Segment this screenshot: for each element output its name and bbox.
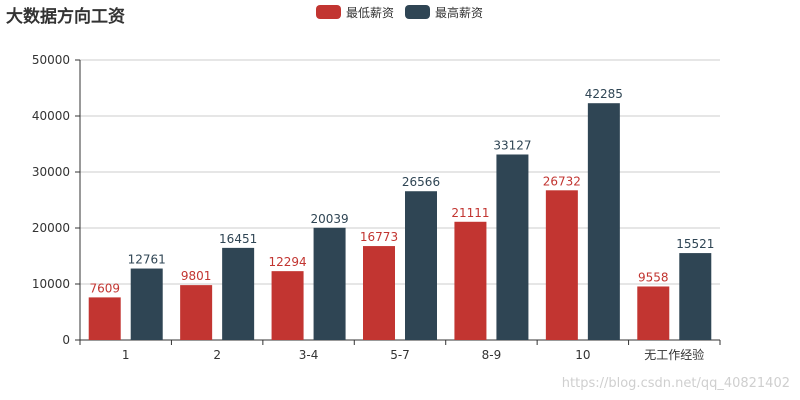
x-tick-label: 1 (122, 348, 130, 362)
data-label: 33127 (493, 138, 531, 152)
x-tick-label: 8-9 (482, 348, 502, 362)
legend[interactable]: 最低薪资 最高薪资 (316, 5, 483, 20)
bar-min-2 (271, 271, 304, 340)
y-tick-label: 10000 (32, 277, 70, 291)
data-label: 20039 (310, 212, 348, 226)
bar-max-4 (496, 154, 529, 340)
watermark: https://blog.csdn.net/qq_40821402 (562, 376, 790, 391)
y-tick-label: 0 (62, 333, 70, 347)
legend-swatch-1[interactable] (405, 5, 430, 19)
y-tick-label: 50000 (32, 53, 70, 67)
x-tick-label: 10 (575, 348, 590, 362)
data-label: 26732 (543, 174, 581, 188)
bars (88, 103, 712, 340)
data-labels: 7609 9801 12294 16773 21111 26732 9558 12761 164… (89, 87, 714, 295)
legend-swatch-0[interactable] (316, 5, 341, 19)
bar-max-0 (130, 268, 163, 340)
data-label: 7609 (89, 281, 120, 295)
bar-max-5 (587, 103, 620, 340)
chart-title: 大数据方向工资 (6, 6, 125, 27)
x-axis: 1 2 3-4 5-7 8-9 10 无工作经验 (79, 339, 721, 362)
bar-min-6 (637, 286, 670, 340)
bar-min-1 (180, 285, 213, 340)
bar-max-6 (679, 253, 712, 340)
data-label: 16451 (219, 232, 257, 246)
x-tick-label: 5-7 (390, 348, 410, 362)
x-tick-label: 3-4 (299, 348, 319, 362)
data-label: 42285 (585, 87, 623, 101)
data-label: 9558 (638, 270, 669, 284)
y-axis: 0 10000 20000 30000 40000 50000 (32, 53, 81, 347)
x-tick-label: 无工作经验 (644, 347, 704, 362)
legend-label-1[interactable]: 最高薪资 (435, 5, 483, 20)
data-label: 21111 (451, 206, 489, 220)
legend-label-0[interactable]: 最低薪资 (346, 6, 394, 20)
bar-min-5 (545, 190, 578, 340)
bar-min-3 (363, 246, 395, 340)
grid-lines (80, 59, 720, 285)
data-label: 26566 (402, 175, 440, 189)
data-label: 9801 (181, 269, 212, 283)
x-tick-label: 2 (213, 348, 221, 362)
bar-max-1 (222, 247, 255, 340)
bar-max-3 (405, 191, 437, 340)
data-label: 15521 (676, 237, 714, 251)
data-label: 12294 (268, 255, 306, 269)
data-label: 12761 (128, 253, 166, 267)
y-tick-label: 30000 (32, 165, 70, 179)
bar-min-4 (454, 221, 487, 340)
y-tick-label: 20000 (32, 221, 70, 235)
data-label: 16773 (360, 230, 398, 244)
bar-max-2 (313, 227, 346, 340)
bar-min-0 (88, 297, 121, 340)
y-tick-label: 40000 (32, 109, 70, 123)
